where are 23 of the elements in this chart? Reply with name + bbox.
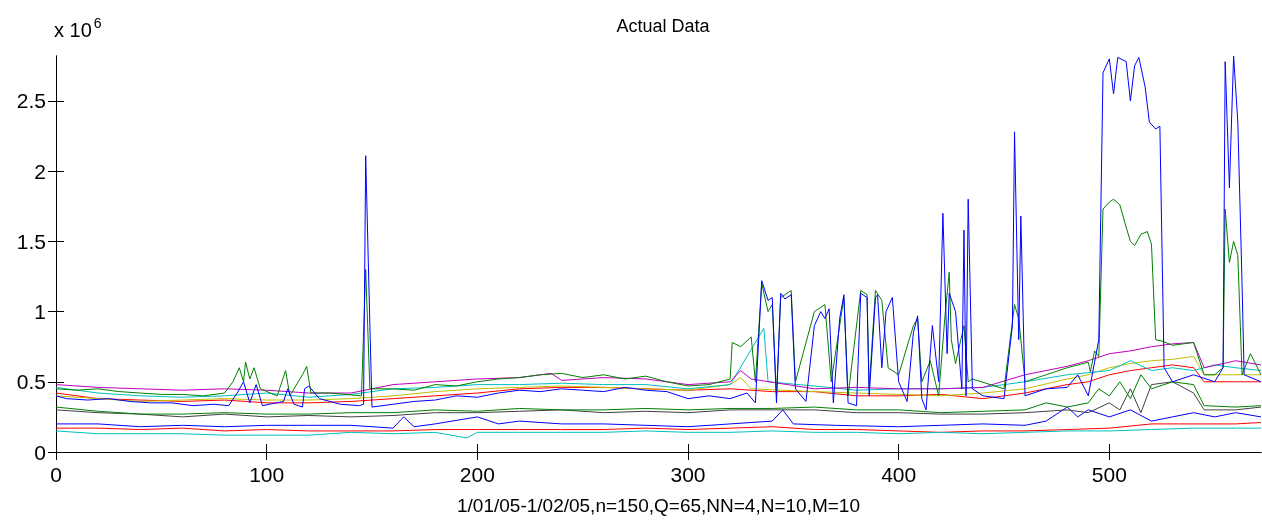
x-tick-label: 200	[459, 463, 495, 486]
chart-title: Actual Data	[616, 16, 711, 36]
line-series	[55, 427, 1262, 439]
line-series	[55, 327, 1262, 398]
y-tick-label: 2.5	[16, 89, 46, 113]
y-tick-label: 0.5	[16, 370, 46, 394]
line-series	[55, 374, 1262, 415]
x-tick-label: 100	[249, 463, 285, 486]
line-series	[55, 341, 1262, 394]
line-series	[55, 406, 1262, 429]
y-tick-label: 0	[34, 440, 46, 464]
x-tick-label: 400	[881, 463, 917, 486]
line-series	[55, 356, 1262, 402]
y-tick-label: 1.5	[16, 229, 46, 253]
line-series	[55, 422, 1262, 433]
x-tick-label: 0	[50, 463, 62, 486]
x-tick-label: 300	[670, 463, 706, 486]
line-series	[55, 55, 1262, 411]
y-tick-label: 1	[34, 300, 46, 324]
x-axis-title: 1/01/05-1/02/05,n=150,Q=65,NN=4,N=10,M=10	[457, 495, 860, 516]
x-tick-label: 500	[1091, 463, 1127, 486]
line-series	[55, 381, 1262, 418]
y-tick-label: 2	[34, 159, 46, 183]
